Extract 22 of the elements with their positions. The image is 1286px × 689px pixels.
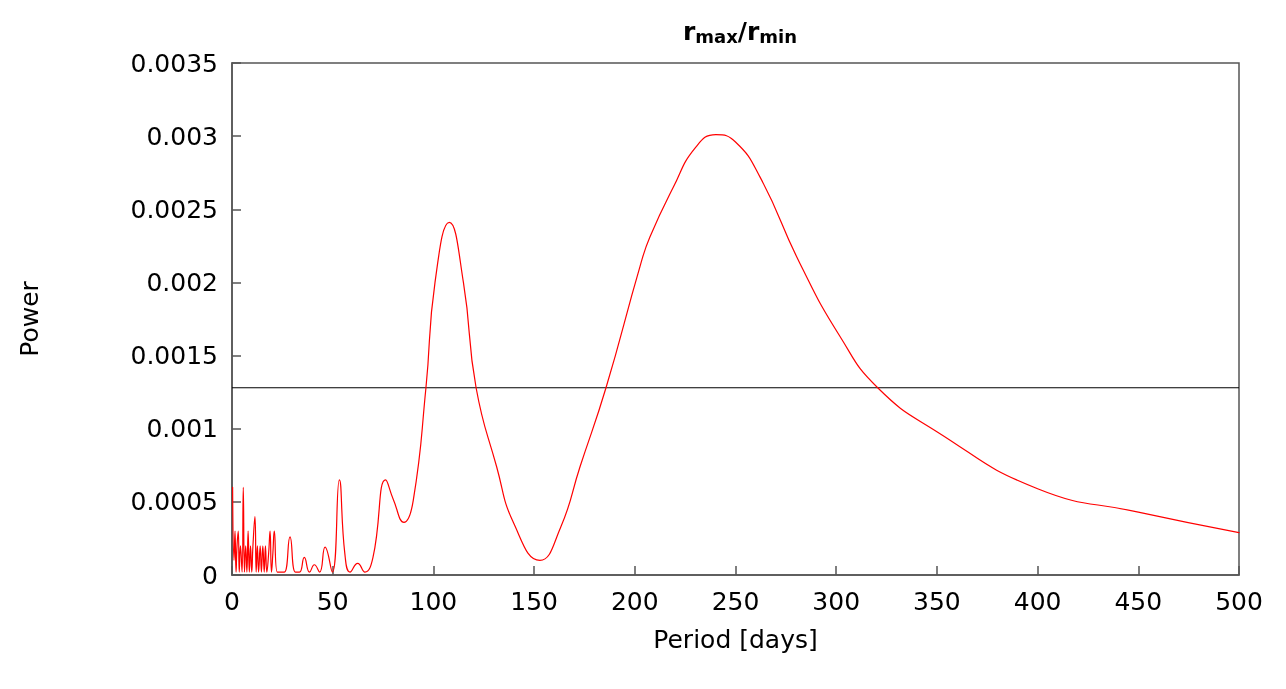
y-tick-label: 0 bbox=[202, 560, 218, 590]
x-tick-label: 300 bbox=[812, 587, 861, 616]
y-tick-label: 0.002 bbox=[146, 267, 218, 297]
x-tick-label: 400 bbox=[1013, 587, 1062, 616]
y-tick-label: 0.0015 bbox=[130, 341, 218, 371]
x-tick-label: 200 bbox=[610, 587, 659, 616]
y-axis-title: Power bbox=[15, 280, 44, 357]
x-tick-label: 250 bbox=[711, 587, 760, 616]
x-tick-label: 50 bbox=[316, 587, 349, 616]
chart-title: rmax/rmin bbox=[682, 16, 798, 47]
x-tick-label: 0 bbox=[224, 587, 240, 616]
y-tick-label: 0.0025 bbox=[130, 194, 218, 224]
y-tick-label: 0.0005 bbox=[130, 487, 218, 517]
x-tick-label: 500 bbox=[1215, 587, 1263, 616]
x-tick-label: 350 bbox=[913, 587, 961, 616]
x-tick-label: 150 bbox=[510, 587, 558, 616]
y-tick-label: 0.0035 bbox=[130, 48, 218, 78]
x-tick-label: 450 bbox=[1114, 587, 1163, 616]
y-tick-label: 0.001 bbox=[146, 414, 218, 444]
x-tick-label: 100 bbox=[409, 587, 458, 616]
x-axis-title: Period [days] bbox=[653, 625, 818, 654]
y-tick-label: 0.003 bbox=[146, 121, 218, 151]
